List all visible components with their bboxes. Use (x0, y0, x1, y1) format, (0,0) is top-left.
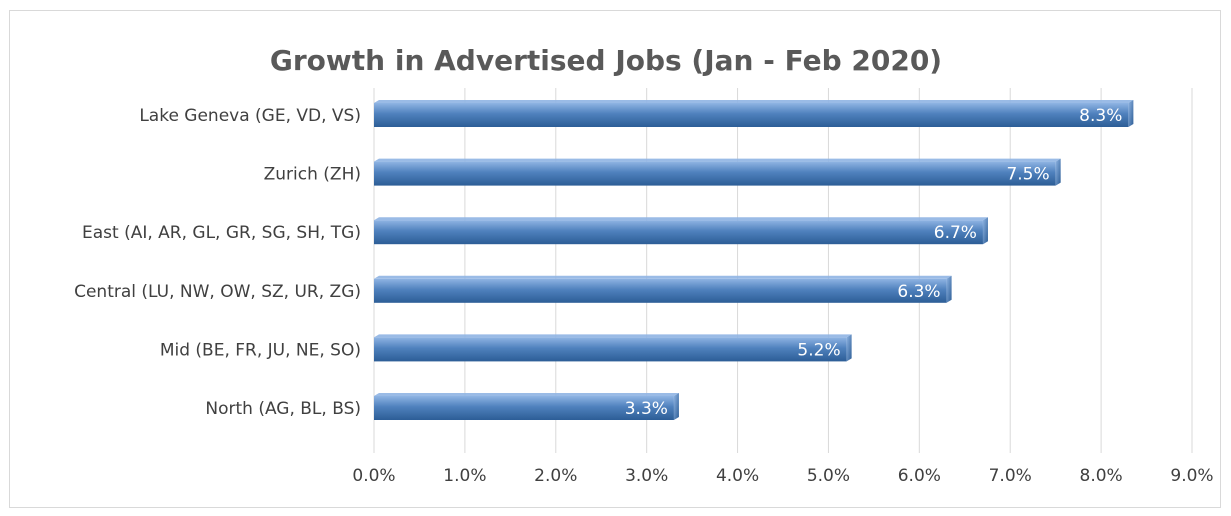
data-label: 3.3% (625, 399, 668, 419)
x-tick-label: 4.0% (716, 466, 759, 486)
chart-title: Growth in Advertised Jobs (Jan - Feb 202… (270, 44, 942, 77)
bar-group: 6.7% (374, 217, 988, 245)
x-tick-label: 6.0% (898, 466, 941, 486)
bar-group: 3.3% (374, 393, 679, 420)
bar-group: 6.3% (374, 275, 952, 303)
bar-end-cap (982, 217, 988, 245)
x-tick-label: 9.0% (1170, 466, 1213, 486)
category-label: North (AG, BL, BS) (205, 399, 361, 419)
bar-end-cap (946, 275, 952, 303)
bar (374, 161, 1056, 186)
gridlines (373, 88, 1193, 453)
bar-top-face (374, 334, 852, 338)
bar-end-cap (1055, 158, 1061, 186)
x-tick-label: 7.0% (989, 466, 1032, 486)
x-tick-label: 2.0% (534, 466, 577, 486)
bar (374, 396, 674, 420)
category-label: East (AI, AR, GL, GR, SG, SH, TG) (82, 223, 361, 243)
bar-group: 5.2% (374, 334, 852, 362)
bar (374, 337, 847, 362)
x-tick-label: 8.0% (1080, 466, 1123, 486)
bar (374, 103, 1129, 127)
data-label: 7.5% (1006, 165, 1049, 185)
bar-chart: Growth in Advertised Jobs (Jan - Feb 202… (74, 44, 1214, 486)
x-tick-label: 0.0% (352, 466, 395, 486)
category-label: Mid (BE, FR, JU, NE, SO) (160, 340, 361, 360)
bar-group: 8.3% (374, 100, 1134, 127)
data-label: 6.3% (897, 282, 940, 302)
bar-top-face (374, 217, 988, 221)
chart-frame: Growth in Advertised Jobs (Jan - Feb 202… (9, 10, 1221, 508)
bar-top-face (374, 100, 1134, 103)
data-label: 8.3% (1079, 106, 1122, 126)
category-label: Central (LU, NW, OW, SZ, UR, ZG) (74, 282, 361, 302)
category-label: Zurich (ZH) (264, 165, 361, 185)
bar-top-face (374, 158, 1061, 162)
data-label: 6.7% (934, 223, 977, 243)
category-labels: Lake Geneva (GE, VD, VS) Zurich (ZH) East … (74, 106, 361, 419)
x-tick-label: 5.0% (807, 466, 850, 486)
bar-end-cap (1128, 100, 1134, 127)
bar-group: 7.5% (374, 158, 1061, 186)
bar-end-cap (673, 393, 679, 420)
bar-top-face (374, 393, 679, 396)
bar-top-face (374, 275, 952, 279)
bars: 8.3% 7.5% 6.7% 6.3% 5.2% 3.3% (374, 100, 1134, 420)
x-tick-label: 3.0% (625, 466, 668, 486)
data-label: 5.2% (797, 340, 840, 360)
bar (374, 220, 983, 245)
bar-end-cap (846, 334, 852, 362)
x-axis-ticks: 0.0% 1.0% 2.0% 3.0% 4.0% 5.0% 6.0% 7.0% 8.0% 9.0% (352, 466, 1213, 486)
x-tick-label: 1.0% (443, 466, 486, 486)
category-label: Lake Geneva (GE, VD, VS) (139, 106, 361, 126)
bar (374, 278, 947, 303)
